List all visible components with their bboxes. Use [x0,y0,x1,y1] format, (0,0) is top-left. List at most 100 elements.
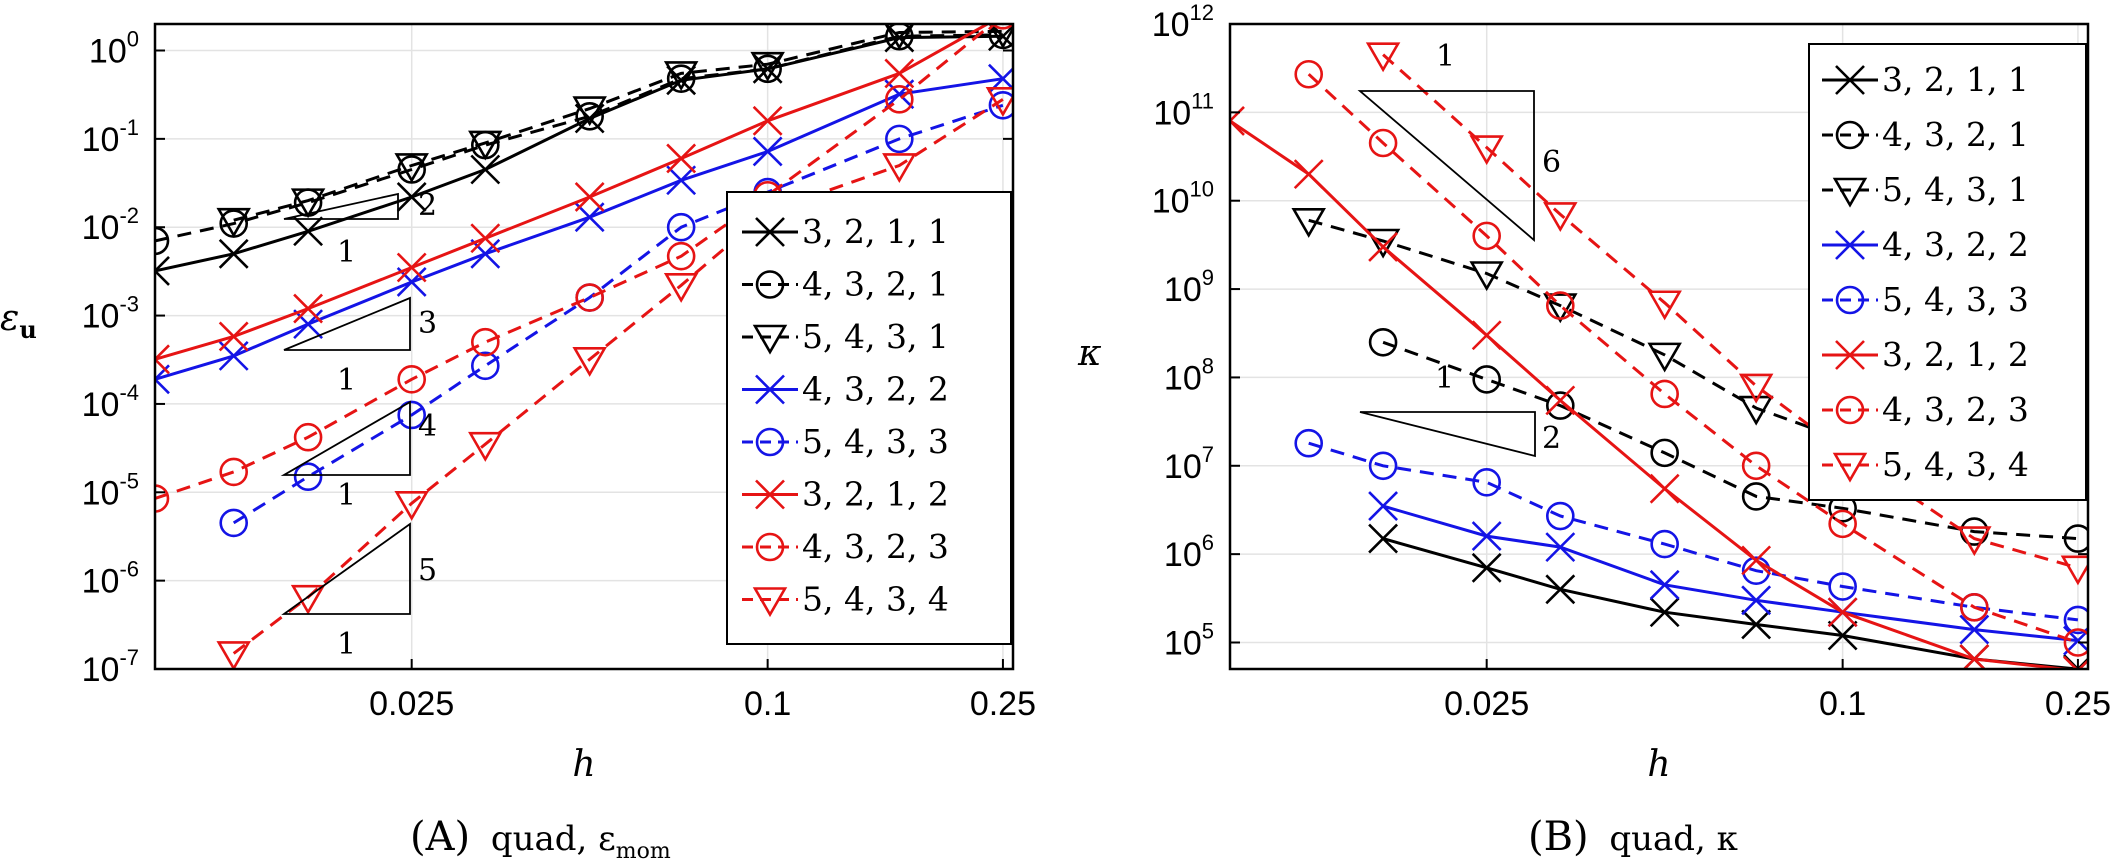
series-b-1 [1368,327,2088,553]
series-line-b-4 [1308,441,2079,622]
legend-marker [755,270,785,299]
series-group-a [155,24,1013,669]
legend-entry-b-6: 4, 3, 2, 3 [1822,390,2029,429]
series-b-7 [1365,42,2088,586]
y-tick-label: 10-6 [82,557,139,601]
legend-marker [755,532,785,562]
series-line-a-2 [233,29,1003,222]
slope-rise-a3: 5 [418,553,437,588]
data-point-b-1-2 [1546,391,1575,420]
data-point-b-3-1 [1471,521,1502,552]
caption-a-sub: mom [616,839,671,863]
series-a-4 [219,90,1013,538]
series-group-b [1230,42,2088,669]
y-axis-label-b: κ [1077,333,1102,374]
data-point-a-0-1 [218,238,249,269]
x-tick-label: 0.1 [1819,685,1866,723]
legend-label: 4, 3, 2, 1 [802,265,949,304]
data-point-b-2-5 [1738,395,1774,426]
legend-label: 5, 4, 3, 4 [1882,445,2029,484]
data-point-a-6-0 [155,484,170,513]
slope-rise-a0: 2 [418,188,437,223]
data-point-b-5-5 [1649,473,1680,504]
panel-a: 100 10-1 10-2 10-3 10-4 10-5 10-6 10-7 0.025 0.1 0… [0,22,1036,863]
series-line-b-3 [1382,504,2079,643]
data-point-b-4-0 [1294,428,1324,458]
data-point-b-6-5 [1741,451,1771,481]
data-point-a-7-1 [290,584,326,615]
data-point-b-4-2 [1472,468,1501,497]
data-point-b-7-6 [1957,526,1992,557]
series-line-b-6 [1307,73,2079,644]
series-line-b-5 [1230,119,2077,669]
legend-entry-b-3: 4, 3, 2, 2 [1822,225,2029,264]
data-point-b-5-1 [1293,159,1324,190]
data-point-b-7-7 [2060,555,2088,586]
slope-triangle-3 [283,296,411,351]
series-b-5 [1230,105,2088,669]
y-tick-label: 1010 [1152,177,1214,221]
data-point-b-3-4 [1741,585,1772,616]
slope-triangle-2 [283,192,399,220]
data-point-b-0-2 [1545,574,1576,605]
data-point-a-2-7 [884,24,915,51]
legend-label: 3, 2, 1, 1 [802,212,949,251]
data-point-b-1-0 [1368,327,1398,357]
data-point-a-5-8 [884,58,915,89]
data-point-b-2-3 [1543,293,1578,324]
data-point-a-4-3 [471,351,500,381]
slope-triangle-6 [1357,90,1535,242]
data-point-b-0-0 [1368,523,1399,554]
legend-entry-a-2: 5, 4, 3, 1 [742,317,949,356]
legend-entry-b-2: 5, 4, 3, 1 [1822,170,2029,209]
y-axis-label-a-sub: u [19,315,36,344]
data-point-a-4-0 [219,508,249,538]
legend-label: 4, 3, 2, 3 [1882,390,2029,429]
slope-run-a2: 1 [337,478,356,513]
slope-run-b1: 1 [1435,361,1454,396]
legend-entry-a-4: 5, 4, 3, 3 [742,422,949,461]
legend-label: 5, 4, 3, 1 [1882,170,2029,209]
data-point-b-1-1 [1472,365,1501,394]
x-tick-label: 0.25 [970,685,1036,723]
data-point-b-0-5 [1827,620,1858,651]
y-tick-label: 10-1 [82,115,139,159]
slope-triangle-4 [280,400,411,476]
data-point-b-4-4 [1650,529,1679,559]
data-point-b-7-1 [1469,135,1504,166]
series-line-a-1 [155,33,1003,243]
series-line-a-5 [155,24,991,361]
series-line-b-0 [1382,537,2079,669]
plot-area-a [155,24,1013,669]
data-point-b-2-4 [1647,342,1682,373]
data-point-a-5-5 [574,182,605,212]
data-point-b-5-2 [1368,231,1399,262]
data-point-a-7-2 [394,491,429,521]
data-point-a-2-1 [290,188,326,219]
data-point-a-1-7 [753,54,782,84]
data-point-a-2-8 [988,24,1013,49]
y-axis-label-a: εu [0,298,37,344]
series-line-a-7 [232,98,1004,655]
data-point-a-5-4 [470,223,501,254]
y-tick-label: 106 [1164,530,1214,574]
x-tick-label: 0.1 [744,685,791,723]
data-point-b-2-2 [1469,261,1504,292]
legend-entry-b-5: 3, 2, 1, 2 [1822,335,2029,374]
legend-label: 3, 2, 1, 2 [802,475,949,514]
legend-entry-a-7: 5, 4, 3, 4 [742,580,949,619]
slope-triangle-5 [281,522,411,615]
legend-marker [1832,177,1868,208]
data-point-a-7-4 [572,346,607,377]
data-point-a-6-9 [991,24,1013,30]
slope-triangles-b [1357,90,1536,458]
legend-entry-b-1: 4, 3, 2, 1 [1822,115,2029,154]
data-point-a-7-0 [216,641,251,669]
slope-rise-b1: 2 [1542,421,1561,456]
axes-box-b [1228,22,2090,671]
data-point-a-3-2 [293,309,324,340]
series-line-a-0 [155,34,1003,273]
data-point-b-4-3 [1546,501,1575,531]
data-point-b-6-0 [1294,59,1324,89]
